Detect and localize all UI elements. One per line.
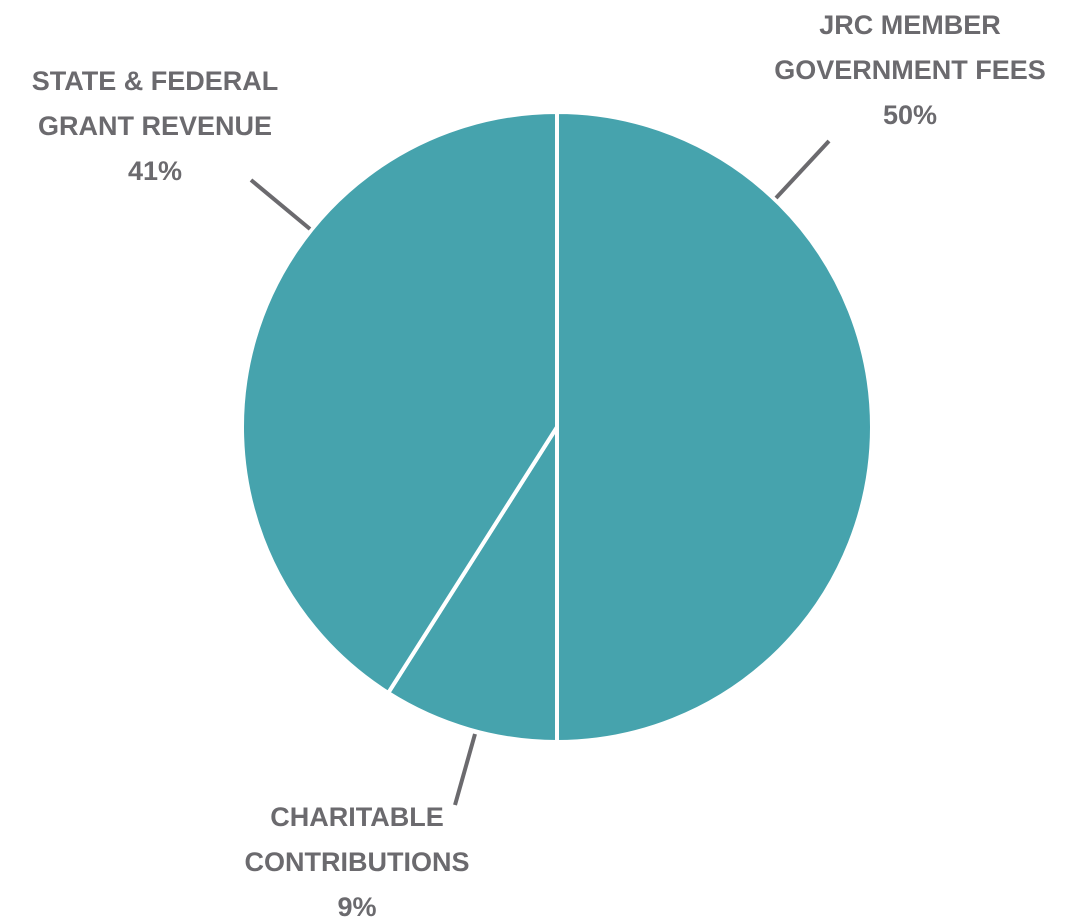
slice-category-label: CHARITABLE <box>270 802 443 832</box>
leader-line-3 <box>251 180 310 229</box>
slice-value-label: 9% <box>337 892 376 922</box>
slice-value-label: 50% <box>883 100 937 130</box>
pie-slice-1 <box>557 112 872 742</box>
slice-category-label: STATE & FEDERAL <box>32 66 279 96</box>
slice-category-label: JRC MEMBER <box>819 10 1001 40</box>
slice-category-label: GOVERNMENT FEES <box>774 55 1046 85</box>
slice-label-3: STATE & FEDERAL GRANT REVENUE 41% <box>32 66 279 186</box>
leader-line-1 <box>776 141 829 198</box>
leader-line-2 <box>455 734 475 805</box>
slice-label-2: CHARITABLE CONTRIBUTIONS 9% <box>245 802 470 922</box>
slice-label-1: JRC MEMBER GOVERNMENT FEES 50% <box>774 10 1046 130</box>
slice-value-label: 41% <box>128 156 182 186</box>
slice-category-label: GRANT REVENUE <box>38 111 272 141</box>
slice-category-label: CONTRIBUTIONS <box>245 847 470 877</box>
pie-slices <box>242 112 872 742</box>
